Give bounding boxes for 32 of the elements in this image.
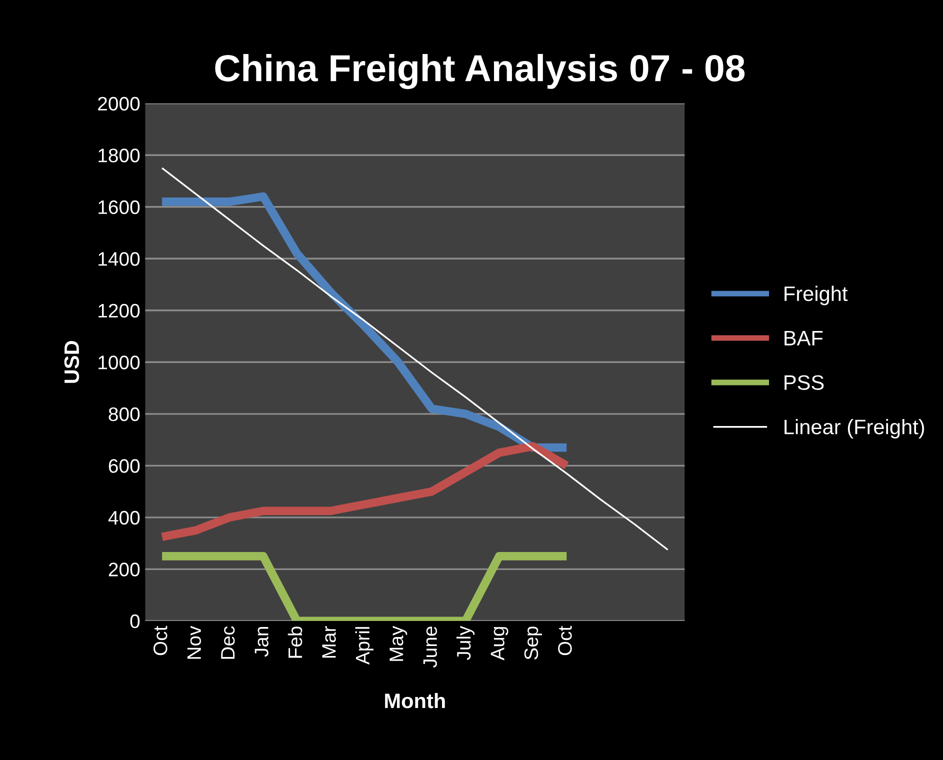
y-tick-label: 2000 bbox=[98, 96, 140, 111]
x-tick-label: Oct bbox=[558, 626, 572, 656]
y-tick-label: 1800 bbox=[98, 148, 140, 162]
x-tick-label: Jan bbox=[254, 627, 268, 657]
x-tick-label: Dec bbox=[221, 626, 235, 659]
legend-label: BAF bbox=[784, 330, 823, 346]
legend-label: PSS bbox=[784, 375, 824, 390]
y-tick-label: 400 bbox=[108, 510, 140, 525]
y-tick-label: 200 bbox=[108, 562, 140, 576]
legend-label: Freight bbox=[784, 286, 848, 306]
y-tick-label: 600 bbox=[108, 459, 140, 473]
x-tick-label: May bbox=[390, 626, 408, 661]
x-tick-label: Aug bbox=[490, 627, 508, 660]
chart-title: China Freight Analysis 07 - 08 bbox=[215, 54, 745, 90]
y-tick-label: 1400 bbox=[98, 252, 140, 266]
line-series bbox=[161, 167, 669, 551]
y-tick-label: 800 bbox=[108, 407, 140, 422]
x-axis-title: Month bbox=[385, 692, 445, 708]
x-tick-label: Oct bbox=[154, 626, 168, 656]
x-tick-label: April bbox=[355, 627, 374, 665]
y-axis-title: USD bbox=[64, 341, 80, 383]
x-tick-label: July bbox=[456, 626, 475, 660]
x-tick-label: Feb bbox=[288, 626, 302, 658]
y-tick-label: 1000 bbox=[98, 356, 140, 370]
x-tick-label: Nov bbox=[187, 626, 202, 659]
x-tick-label: June bbox=[423, 626, 437, 668]
x-tick-label: Mar bbox=[322, 626, 336, 658]
legend-label: Linear (Freight) bbox=[784, 419, 924, 438]
y-tick-label: 1200 bbox=[98, 304, 140, 318]
y-tick-label: 1600 bbox=[98, 200, 140, 214]
y-tick-label: 0 bbox=[130, 614, 140, 628]
x-tick-label: Sep bbox=[524, 626, 542, 660]
